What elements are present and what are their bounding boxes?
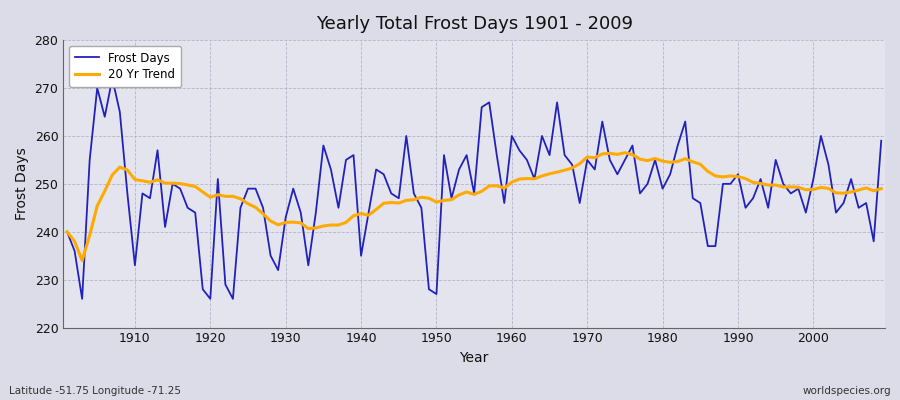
Y-axis label: Frost Days: Frost Days xyxy=(15,148,29,220)
X-axis label: Year: Year xyxy=(460,351,489,365)
20 Yr Trend xyxy=(507,180,517,184)
Line: Frost Days: Frost Days xyxy=(68,78,881,299)
Frost Days xyxy=(76,296,87,301)
Frost Days xyxy=(514,148,525,153)
Frost Days xyxy=(521,158,532,162)
Frost Days xyxy=(62,229,73,234)
Frost Days xyxy=(612,172,623,177)
Legend: Frost Days, 20 Yr Trend: Frost Days, 20 Yr Trend xyxy=(69,46,181,87)
Frost Days xyxy=(876,138,886,143)
20 Yr Trend xyxy=(130,177,140,182)
20 Yr Trend xyxy=(514,177,525,182)
Frost Days xyxy=(107,76,118,81)
Title: Yearly Total Frost Days 1901 - 2009: Yearly Total Frost Days 1901 - 2009 xyxy=(316,15,633,33)
Text: worldspecies.org: worldspecies.org xyxy=(803,386,891,396)
20 Yr Trend xyxy=(619,150,630,155)
20 Yr Trend xyxy=(76,258,87,263)
20 Yr Trend xyxy=(295,220,306,225)
20 Yr Trend xyxy=(340,220,351,225)
20 Yr Trend xyxy=(605,151,616,156)
20 Yr Trend xyxy=(876,186,886,191)
Line: 20 Yr Trend: 20 Yr Trend xyxy=(68,153,881,260)
Frost Days xyxy=(348,153,359,158)
Frost Days xyxy=(137,191,148,196)
Frost Days xyxy=(303,263,314,268)
20 Yr Trend xyxy=(62,229,73,234)
Text: Latitude -51.75 Longitude -71.25: Latitude -51.75 Longitude -71.25 xyxy=(9,386,181,396)
